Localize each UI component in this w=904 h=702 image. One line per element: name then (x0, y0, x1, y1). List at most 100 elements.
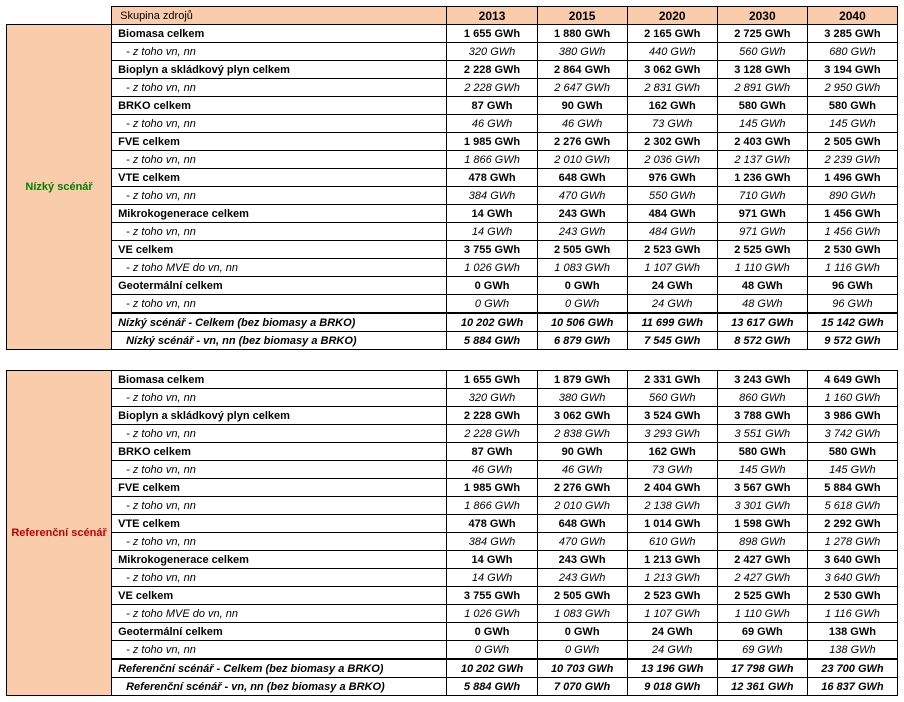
cell-value: 2 505 GWh (537, 241, 627, 259)
cell-value: 69 GWh (717, 641, 807, 660)
cell-value: 3 524 GWh (627, 407, 717, 425)
cell-value: 243 GWh (537, 569, 627, 587)
cell-value: 484 GWh (627, 223, 717, 241)
col-year: 2040 (807, 7, 897, 25)
cell-value: 2 838 GWh (537, 425, 627, 443)
data-table: Skupina zdrojů20132015202020302040Nízký … (6, 6, 898, 696)
cell-value: 2 292 GWh (807, 515, 897, 533)
cell-value: 2 276 GWh (537, 479, 627, 497)
cell-value: 87 GWh (447, 443, 537, 461)
cell-value: 69 GWh (717, 623, 807, 641)
cell-value: 48 GWh (717, 295, 807, 314)
cell-value: 610 GWh (627, 533, 717, 551)
cell-value: 2 427 GWh (717, 569, 807, 587)
cell-value: 1 116 GWh (807, 259, 897, 277)
cell-value: 560 GWh (717, 43, 807, 61)
col-group: Skupina zdrojů (112, 7, 447, 25)
cell-value: 1 107 GWh (627, 259, 717, 277)
row-label: - z toho vn, nn (112, 641, 447, 660)
cell-value: 24 GWh (627, 295, 717, 314)
cell-value: 6 879 GWh (537, 332, 627, 350)
cell-value: 2 331 GWh (627, 371, 717, 389)
cell-value: 8 572 GWh (717, 332, 807, 350)
cell-value: 9 572 GWh (807, 332, 897, 350)
cell-value: 580 GWh (717, 97, 807, 115)
cell-value: 1 879 GWh (537, 371, 627, 389)
cell-value: 3 640 GWh (807, 551, 897, 569)
cell-value: 10 703 GWh (537, 659, 627, 678)
cell-value: 3 293 GWh (627, 425, 717, 443)
cell-value: 2 137 GWh (717, 151, 807, 169)
cell-value: 580 GWh (717, 443, 807, 461)
cell-value: 380 GWh (537, 43, 627, 61)
cell-value: 162 GWh (627, 443, 717, 461)
cell-value: 11 699 GWh (627, 313, 717, 332)
cell-value: 16 837 GWh (807, 678, 897, 696)
cell-value: 0 GWh (537, 277, 627, 295)
cell-value: 24 GWh (627, 623, 717, 641)
cell-value: 1 866 GWh (447, 497, 537, 515)
cell-value: 24 GWh (627, 641, 717, 660)
cell-value: 12 361 GWh (717, 678, 807, 696)
row-label: - z toho vn, nn (112, 115, 447, 133)
cell-value: 2 523 GWh (627, 241, 717, 259)
cell-value: 87 GWh (447, 97, 537, 115)
row-label: Biomasa celkem (112, 25, 447, 43)
cell-value: 1 278 GWh (807, 533, 897, 551)
col-year: 2015 (537, 7, 627, 25)
cell-value: 2 725 GWh (717, 25, 807, 43)
scenario-label: Nízký scénář (7, 25, 112, 350)
cell-value: 1 110 GWh (717, 605, 807, 623)
cell-value: 2 530 GWh (807, 241, 897, 259)
cell-value: 1 160 GWh (807, 389, 897, 407)
cell-value: 3 062 GWh (627, 61, 717, 79)
cell-value: 5 884 GWh (807, 479, 897, 497)
cell-value: 470 GWh (537, 187, 627, 205)
cell-value: 3 742 GWh (807, 425, 897, 443)
cell-value: 3 986 GWh (807, 407, 897, 425)
cell-value: 2 228 GWh (447, 61, 537, 79)
cell-value: 898 GWh (717, 533, 807, 551)
cell-value: 1 496 GWh (807, 169, 897, 187)
cell-value: 890 GWh (807, 187, 897, 205)
row-label: Geotermální celkem (112, 623, 447, 641)
cell-value: 3 194 GWh (807, 61, 897, 79)
cell-value: 96 GWh (807, 277, 897, 295)
row-label: - z toho vn, nn (112, 43, 447, 61)
cell-value: 46 GWh (537, 461, 627, 479)
cell-value: 1 655 GWh (447, 371, 537, 389)
cell-value: 14 GWh (447, 569, 537, 587)
cell-value: 1 213 GWh (627, 551, 717, 569)
row-label: Mikrokogenerace celkem (112, 205, 447, 223)
cell-value: 1 985 GWh (447, 479, 537, 497)
cell-value: 2 239 GWh (807, 151, 897, 169)
cell-value: 2 302 GWh (627, 133, 717, 151)
cell-value: 2 228 GWh (447, 425, 537, 443)
cell-value: 2 228 GWh (447, 407, 537, 425)
cell-value: 1 866 GWh (447, 151, 537, 169)
cell-value: 90 GWh (537, 443, 627, 461)
cell-value: 24 GWh (627, 277, 717, 295)
cell-value: 470 GWh (537, 533, 627, 551)
cell-value: 73 GWh (627, 461, 717, 479)
cell-value: 138 GWh (807, 641, 897, 660)
cell-value: 2 427 GWh (717, 551, 807, 569)
cell-value: 2 530 GWh (807, 587, 897, 605)
row-label: - z toho vn, nn (112, 533, 447, 551)
cell-value: 1 213 GWh (627, 569, 717, 587)
cell-value: 10 202 GWh (447, 659, 537, 678)
row-label: FVE celkem (112, 133, 447, 151)
cell-value: 162 GWh (627, 97, 717, 115)
row-label: Geotermální celkem (112, 277, 447, 295)
cell-value: 13 196 GWh (627, 659, 717, 678)
cell-value: 2 404 GWh (627, 479, 717, 497)
row-label: - z toho vn, nn (112, 497, 447, 515)
cell-value: 2 831 GWh (627, 79, 717, 97)
cell-value: 384 GWh (447, 533, 537, 551)
cell-value: 17 798 GWh (717, 659, 807, 678)
cell-value: 1 456 GWh (807, 223, 897, 241)
cell-value: 1 655 GWh (447, 25, 537, 43)
cell-value: 580 GWh (807, 443, 897, 461)
cell-value: 90 GWh (537, 97, 627, 115)
row-label: Nízký scénář - vn, nn (bez biomasy a BRK… (112, 332, 447, 350)
